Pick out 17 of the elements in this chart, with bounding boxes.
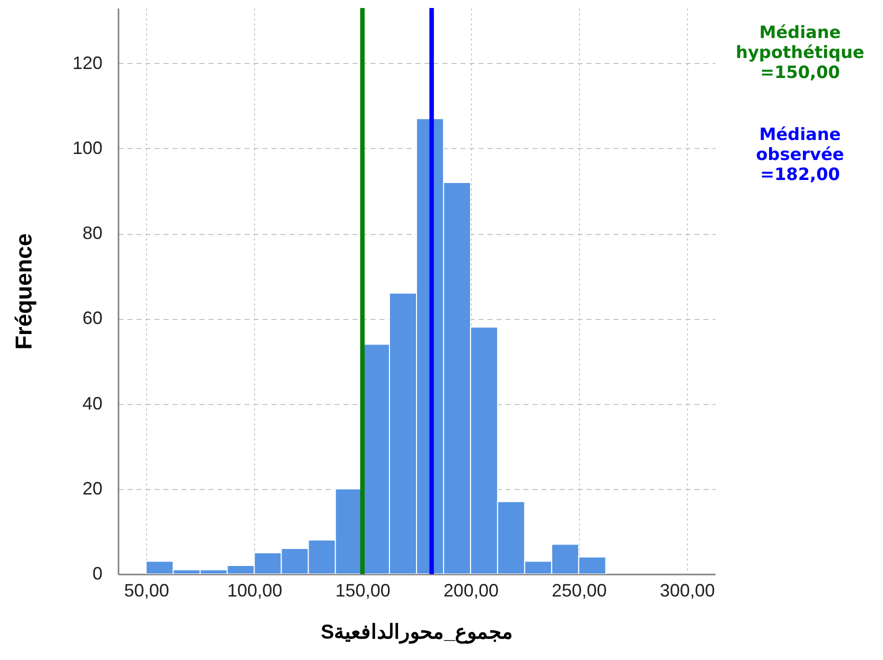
x-tick-label: 50,00: [124, 580, 170, 600]
ref-line-label: Médiane observée =182,00: [756, 125, 844, 185]
y-axis-title: Fréquence: [10, 233, 36, 350]
x-tick-label: 100,00: [227, 580, 282, 600]
y-tick-label: 0: [92, 564, 102, 584]
y-tick-label: 100: [72, 138, 102, 158]
x-tick-label: 300,00: [660, 580, 715, 600]
y-tick-label: 60: [82, 308, 102, 328]
x-tick-label: 150,00: [335, 580, 390, 600]
ref-line-label: Médiane hypothétique =150,00: [736, 23, 864, 83]
y-tick-label: 120: [72, 52, 102, 73]
y-tick-label: 80: [82, 223, 102, 244]
x-tick-label: 250,00: [552, 580, 607, 600]
y-tick-label: 20: [82, 478, 102, 498]
x-tick-label: 200,00: [444, 580, 499, 600]
x-axis-title: مجموع_محورالدافعيةS: [320, 622, 514, 644]
y-tick-label: 40: [82, 393, 102, 414]
